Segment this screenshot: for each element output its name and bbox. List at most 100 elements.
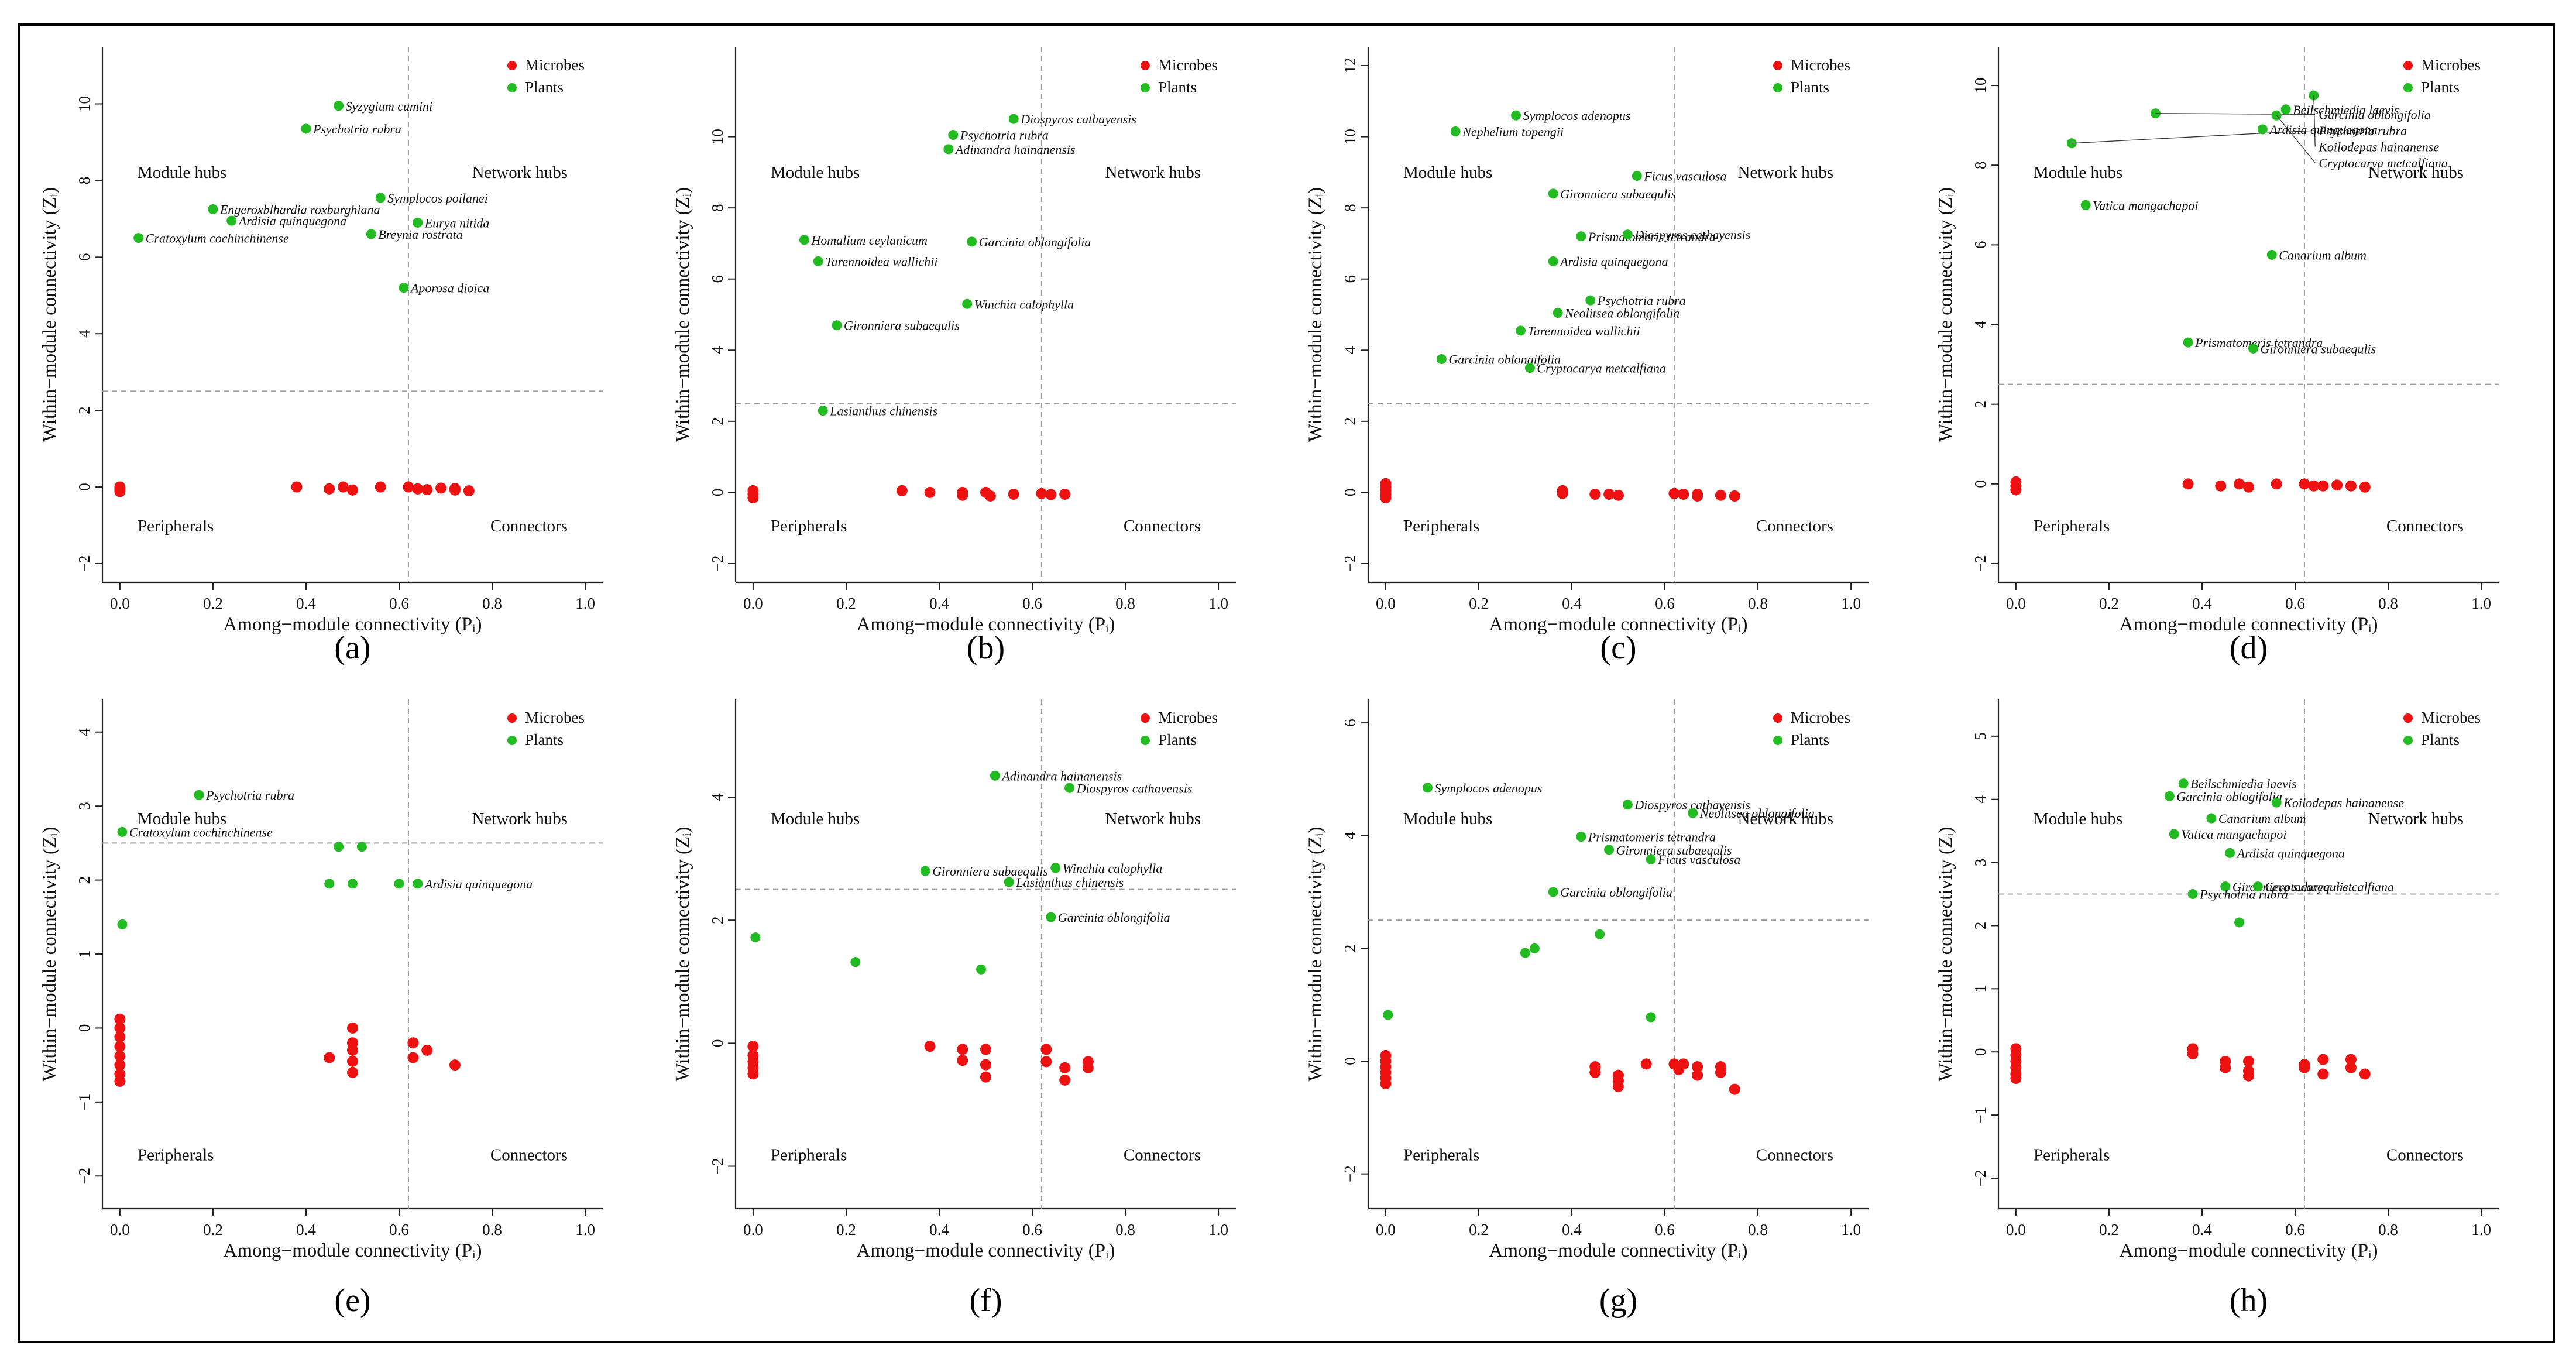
legend-microbes-label: Microbes bbox=[2421, 56, 2481, 74]
quadrant-peripherals: Peripherals bbox=[2034, 1145, 2110, 1164]
legend-microbes-marker bbox=[2403, 713, 2413, 723]
panel-c-chart: 0.0 0.2 0.4 0.6 0.8 1.0 −2 0 2 4 6 8 10 12 Among−modul… bbox=[1305, 47, 1869, 666]
y-tick-label: 0 bbox=[709, 489, 726, 497]
y-tick-label: 12 bbox=[1341, 58, 1359, 74]
x-tick-label: 0.2 bbox=[2099, 595, 2119, 612]
plant-point bbox=[1585, 295, 1596, 306]
microbe-point bbox=[980, 1071, 991, 1083]
quadrant-peripherals: Peripherals bbox=[2034, 517, 2110, 536]
panel-g-chart: 0.0 0.2 0.4 0.6 0.8 1.0 −2 0 2 4 6 Among−module con… bbox=[1305, 699, 1869, 1319]
microbe-point bbox=[980, 1044, 991, 1055]
plant-point bbox=[1529, 943, 1540, 953]
y-axis-title: Within−module connectivity (Zᵢ) bbox=[672, 826, 693, 1081]
microbe-point bbox=[957, 1044, 968, 1055]
y-tick-label: 4 bbox=[75, 330, 93, 338]
plant-point bbox=[2220, 881, 2231, 892]
plant-label: Canarium album bbox=[2279, 248, 2367, 262]
panel-f-letter: (f) bbox=[970, 1282, 1002, 1319]
x-axis-title: Among−module connectivity (Pᵢ) bbox=[1489, 614, 1748, 635]
x-axis-title: Among−module connectivity (Pᵢ) bbox=[2120, 614, 2378, 635]
plant-label: Gironniera subaequlis bbox=[2232, 880, 2348, 894]
x-tick-label: 0.4 bbox=[296, 595, 316, 612]
quadrant-peripherals: Peripherals bbox=[1403, 1145, 1479, 1164]
plant-point bbox=[1450, 126, 1461, 136]
x-tick-label: 0.2 bbox=[836, 1221, 856, 1238]
x-tick-label: 0.0 bbox=[110, 1221, 130, 1238]
microbe-point bbox=[2299, 478, 2310, 490]
plant-label: Garcinia oblongifolia bbox=[2319, 108, 2431, 122]
quadrant-connectors: Connectors bbox=[1124, 1145, 1201, 1164]
y-tick-label: −2 bbox=[1972, 1170, 1989, 1187]
microbe-point bbox=[435, 482, 447, 494]
microbe-point bbox=[1045, 489, 1057, 500]
plant-label: Psychotria rubra bbox=[960, 128, 1049, 143]
plant-point bbox=[1604, 845, 1615, 855]
plant-label: Garcinia oblongifolia bbox=[979, 235, 1091, 249]
microbe-point bbox=[114, 1075, 126, 1087]
x-tick-label: 1.0 bbox=[1841, 1221, 1861, 1238]
microbe-point bbox=[1603, 488, 1615, 500]
x-axis-title: Among−module connectivity (Pᵢ) bbox=[857, 614, 1115, 635]
legend-microbes-label: Microbes bbox=[525, 709, 585, 726]
microbe-point bbox=[1613, 489, 1624, 501]
microbe-point bbox=[1640, 1058, 1652, 1070]
plant-label: Ficus vasculosa bbox=[1657, 852, 1740, 867]
plant-point bbox=[1576, 231, 1586, 242]
x-tick-label: 0.8 bbox=[482, 595, 502, 612]
plant-label: Psychotria rubra bbox=[1597, 293, 1686, 308]
plant-point bbox=[976, 964, 987, 975]
plant-point bbox=[962, 298, 973, 309]
y-tick-label: 0 bbox=[75, 483, 93, 491]
plant-point bbox=[2206, 813, 2217, 824]
microbe-point bbox=[2308, 480, 2320, 492]
legend-plants-marker bbox=[507, 736, 517, 745]
microbe-point bbox=[1692, 1069, 1703, 1081]
plant-point bbox=[1516, 325, 1526, 336]
y-tick-label: 4 bbox=[709, 793, 726, 801]
legend-microbes-label: Microbes bbox=[525, 56, 585, 74]
y-tick-label: 2 bbox=[1972, 400, 1989, 409]
legend-microbes-label: Microbes bbox=[1791, 56, 1850, 74]
label-leader-line bbox=[2313, 95, 2316, 147]
y-tick-label: 3 bbox=[1972, 859, 1989, 867]
plant-label: Symplocos adenopus bbox=[1523, 108, 1631, 123]
microbe-point bbox=[747, 1068, 759, 1080]
plant-point bbox=[334, 101, 344, 111]
plant-label: Nephelium topengii bbox=[1462, 124, 1564, 139]
plant-label: Gironniera subaequlis bbox=[844, 318, 960, 333]
microbe-point bbox=[1008, 488, 1019, 500]
plant-label: Psychotria rubra bbox=[2199, 887, 2288, 902]
figure-frame bbox=[18, 23, 2555, 1343]
plant-point bbox=[1008, 114, 1019, 124]
x-tick-label: 0.6 bbox=[389, 595, 409, 612]
x-tick-label: 0.8 bbox=[2378, 1221, 2398, 1238]
plant-point bbox=[2164, 791, 2175, 801]
x-tick-label: 1.0 bbox=[575, 1221, 595, 1238]
plant-point bbox=[2248, 343, 2258, 354]
y-tick-label: 6 bbox=[709, 275, 726, 283]
microbe-point bbox=[1059, 488, 1071, 500]
microbe-point bbox=[114, 1041, 126, 1052]
plant-point bbox=[1595, 929, 1605, 939]
y-tick-label: 2 bbox=[1341, 417, 1359, 426]
legend-plants-label: Plants bbox=[1791, 78, 1829, 96]
x-tick-label: 1.0 bbox=[2471, 1221, 2491, 1238]
microbe-point bbox=[347, 1022, 358, 1034]
microbe-point bbox=[2243, 1070, 2254, 1082]
quadrant-peripherals: Peripherals bbox=[771, 517, 847, 536]
microbe-point bbox=[1059, 1074, 1071, 1086]
microbe-point bbox=[1557, 488, 1568, 499]
plant-point bbox=[2187, 889, 2198, 900]
microbe-point bbox=[114, 1022, 126, 1034]
plant-label: Ardisia quinquegona bbox=[2268, 122, 2377, 137]
plant-point bbox=[399, 283, 409, 293]
plant-point bbox=[990, 770, 1000, 781]
quadrant-module-hubs: Module hubs bbox=[138, 809, 226, 828]
plant-label: Koilodepas hainanense bbox=[2318, 139, 2439, 154]
plant-label: Cratoxylum cochinchinense bbox=[129, 825, 273, 839]
y-tick-label: −2 bbox=[709, 555, 726, 572]
legend-plants-label: Plants bbox=[1791, 731, 1829, 749]
x-tick-label: 1.0 bbox=[1208, 595, 1228, 612]
plant-label: Cratoxylum cochinchinense bbox=[146, 231, 289, 246]
y-tick-label: −2 bbox=[75, 1168, 93, 1185]
